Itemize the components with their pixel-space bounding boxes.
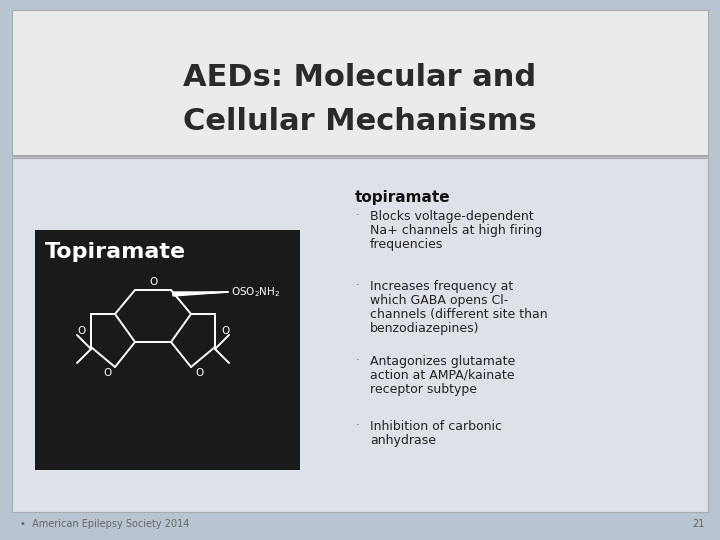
Text: anhydrase: anhydrase: [370, 434, 436, 447]
Text: Increases frequency at: Increases frequency at: [370, 280, 513, 293]
Text: •  American Epilepsy Society 2014: • American Epilepsy Society 2014: [20, 519, 189, 529]
Text: ·: ·: [356, 210, 360, 220]
Text: Cellular Mechanisms: Cellular Mechanisms: [183, 107, 537, 137]
Polygon shape: [173, 292, 228, 296]
Text: Inhibition of carbonic: Inhibition of carbonic: [370, 420, 502, 433]
Text: O: O: [149, 277, 157, 287]
Text: ·: ·: [356, 355, 360, 365]
Text: channels (different site than: channels (different site than: [370, 308, 548, 321]
Text: action at AMPA/kainate: action at AMPA/kainate: [370, 369, 515, 382]
FancyBboxPatch shape: [12, 10, 708, 155]
Text: frequencies: frequencies: [370, 238, 444, 251]
Text: Na+ channels at high firing: Na+ channels at high firing: [370, 224, 542, 237]
FancyBboxPatch shape: [12, 158, 708, 512]
Text: receptor subtype: receptor subtype: [370, 383, 477, 396]
Text: O: O: [221, 326, 229, 335]
Text: ·: ·: [356, 280, 360, 290]
Text: OSO$_2$NH$_2$: OSO$_2$NH$_2$: [231, 285, 280, 299]
Text: ·: ·: [356, 420, 360, 430]
Text: which GABA opens Cl-: which GABA opens Cl-: [370, 294, 508, 307]
FancyBboxPatch shape: [35, 230, 300, 470]
Text: O: O: [77, 326, 85, 335]
Text: O: O: [103, 368, 111, 378]
Text: AEDs: Molecular and: AEDs: Molecular and: [184, 64, 536, 92]
Text: Antagonizes glutamate: Antagonizes glutamate: [370, 355, 516, 368]
Text: Topiramate: Topiramate: [45, 242, 186, 262]
Text: benzodiazepines): benzodiazepines): [370, 322, 480, 335]
Text: 21: 21: [693, 519, 705, 529]
Text: O: O: [195, 368, 203, 378]
Text: Blocks voltage-dependent: Blocks voltage-dependent: [370, 210, 534, 223]
Text: topiramate: topiramate: [355, 190, 451, 205]
